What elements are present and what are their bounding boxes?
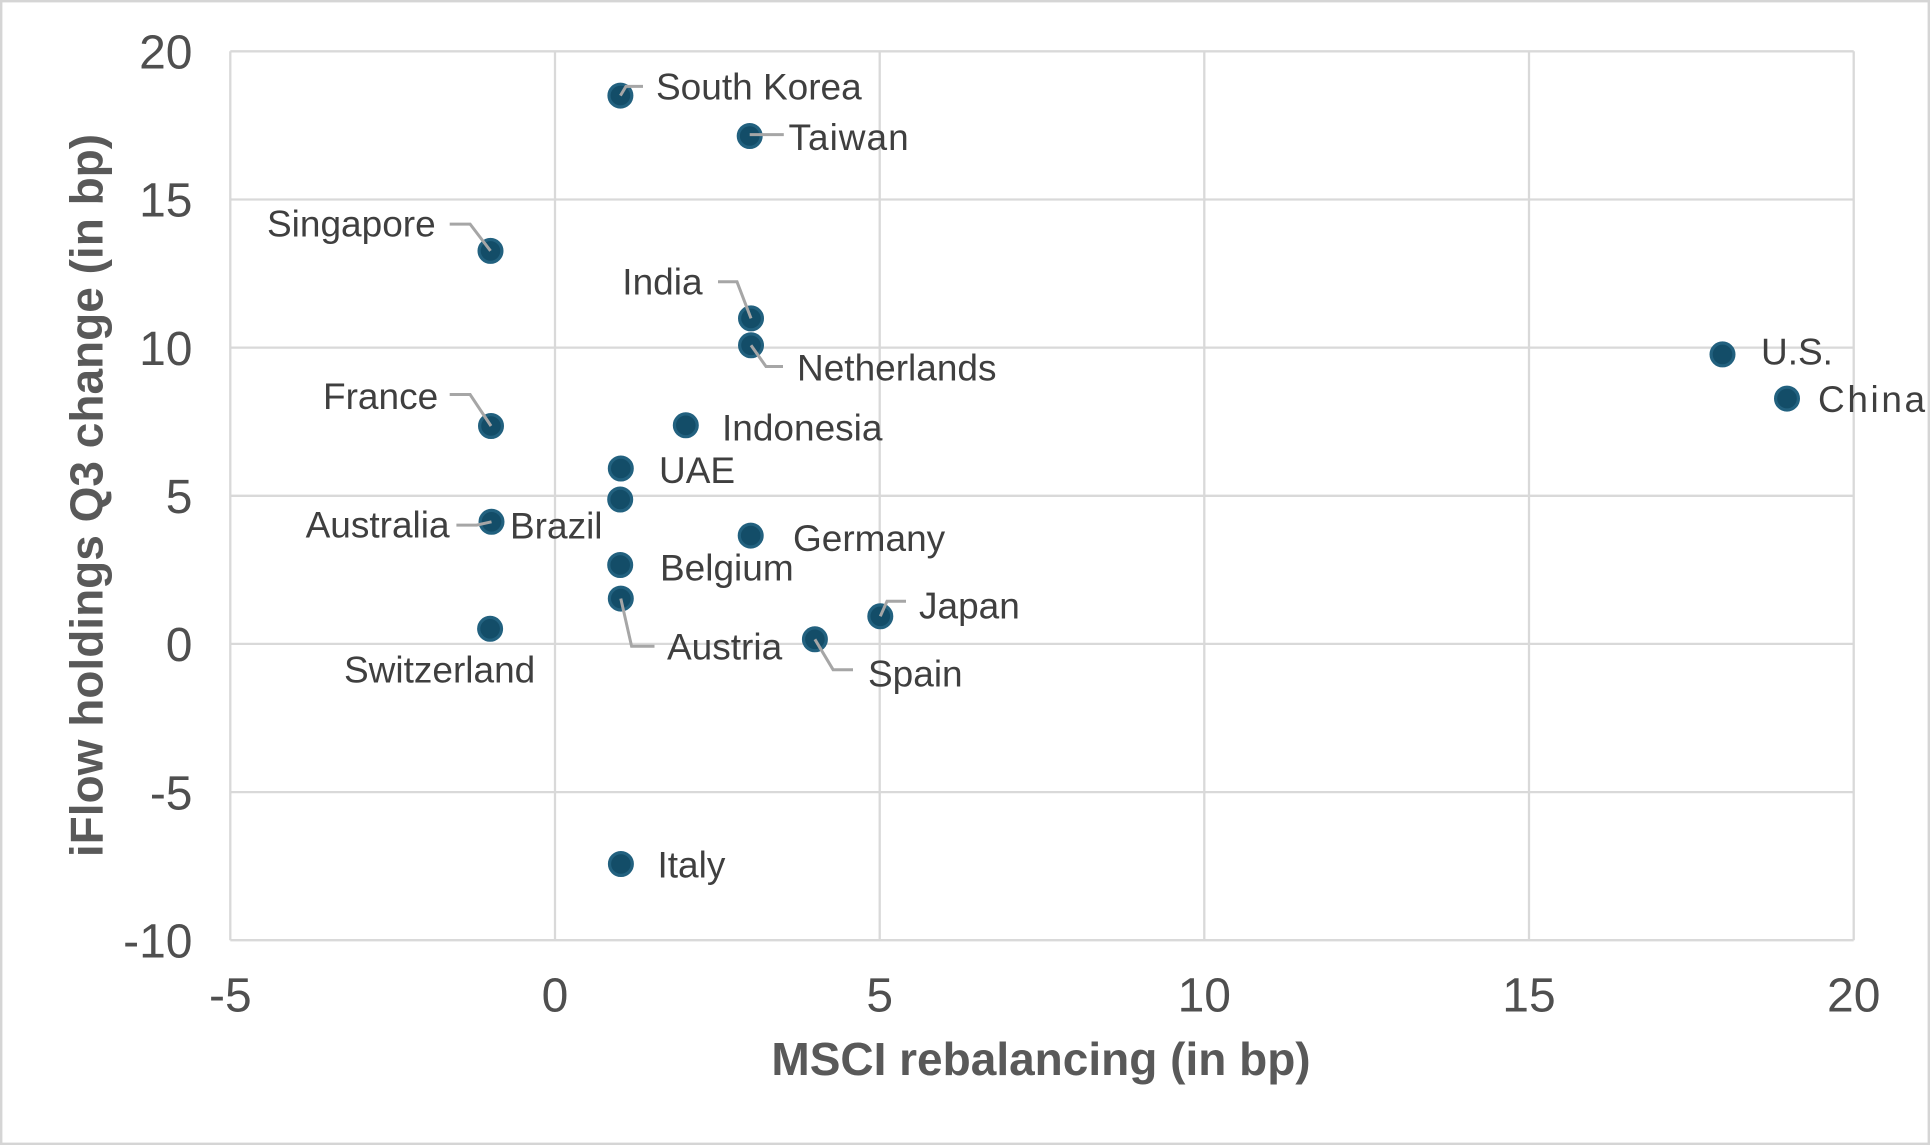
svg-text:-10: -10 [123,915,192,968]
svg-text:10: 10 [1178,970,1231,1023]
svg-text:U.S.: U.S. [1761,332,1833,373]
svg-text:Switzerland: Switzerland [344,650,535,691]
svg-text:South Korea: South Korea [656,67,862,108]
svg-text:Brazil: Brazil [510,506,603,547]
svg-text:10: 10 [139,323,192,376]
svg-text:Germany: Germany [793,518,946,559]
svg-text:0: 0 [542,970,569,1023]
svg-text:Netherlands: Netherlands [797,347,997,388]
svg-text:20: 20 [139,27,192,80]
svg-text:15: 15 [1502,970,1555,1023]
svg-text:Belgium: Belgium [660,548,794,589]
svg-text:20: 20 [1827,970,1880,1023]
svg-text:Austria: Austria [667,627,783,668]
svg-text:Indonesia: Indonesia [722,407,883,448]
svg-text:China: China [1818,379,1928,420]
svg-text:Australia: Australia [306,505,450,546]
svg-text:15: 15 [139,175,192,228]
svg-text:iFlow holdings Q3 change (in b: iFlow holdings Q3 change (in bp) [61,134,113,857]
svg-text:0: 0 [166,619,193,672]
svg-text:Singapore: Singapore [267,204,436,245]
svg-text:-5: -5 [209,970,252,1023]
svg-text:UAE: UAE [659,450,735,491]
svg-text:Italy: Italy [658,845,726,886]
svg-text:5: 5 [166,471,193,524]
svg-text:France: France [323,376,438,417]
svg-text:5: 5 [866,970,893,1023]
svg-text:Taiwan: Taiwan [789,117,910,158]
svg-text:MSCI rebalancing (in bp): MSCI rebalancing (in bp) [771,1033,1310,1085]
svg-text:India: India [622,262,703,303]
svg-text:Spain: Spain [868,654,963,695]
svg-text:Japan: Japan [919,585,1020,626]
svg-text:-5: -5 [150,767,193,820]
